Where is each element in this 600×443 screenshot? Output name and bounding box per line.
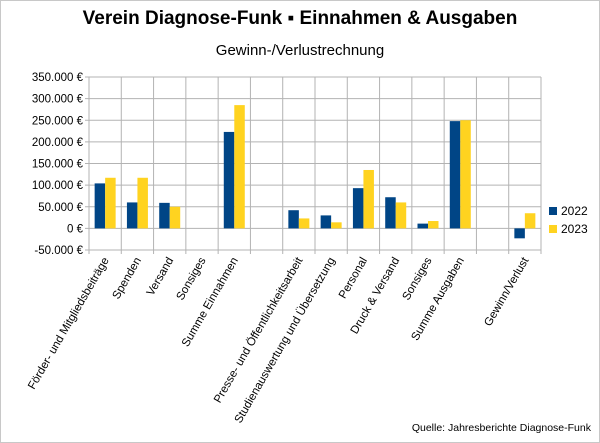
y-axis-labels: -50.000 € 0 € 50.000 € 100.000 € 150.000 € 20… (32, 72, 84, 257)
chart-subtitle: Gewinn-/Verlustrechnung (215, 42, 385, 59)
y-tick-label: 150.000 € (32, 159, 84, 171)
x-tick-label: Personal (337, 256, 370, 301)
bar-2023-4 (234, 105, 245, 229)
bar-2023-10 (428, 221, 439, 229)
bar-2022-9 (385, 197, 396, 229)
bar-2022-13 (514, 228, 525, 239)
legend-swatch-2022 (549, 207, 557, 215)
x-tick-label: Förder- und Mitgliedsbeiträge (26, 256, 112, 392)
x-tick-label: Versand (145, 256, 176, 299)
bar-2023-6 (298, 218, 310, 229)
bar-2022-11 (449, 121, 461, 229)
bar-2023-8 (363, 169, 374, 229)
bar-2023-7 (331, 222, 342, 229)
bar-2022-1 (126, 202, 138, 229)
bar-2022-0 (94, 183, 106, 229)
grid-lines (85, 76, 542, 254)
bar-2022-8 (352, 188, 364, 229)
y-tick-label: 100.000 € (32, 180, 84, 192)
chart-title: Verein Diagnose-Funk ▪ Einnahmen & Ausga… (82, 8, 518, 29)
bar-2022-2 (159, 202, 170, 229)
bar-2022-7 (320, 215, 332, 229)
bar-2023-9 (395, 202, 407, 229)
bar-2023-0 (105, 177, 116, 229)
legend: 2022 2023 (549, 204, 588, 236)
y-tick-label: 0 € (67, 223, 84, 235)
y-tick-label: 350.000 € (32, 72, 84, 84)
y-tick-label: 200.000 € (32, 137, 84, 149)
bar-2023-11 (460, 120, 471, 229)
legend-swatch-2023 (549, 225, 557, 233)
legend-label: 2022 (561, 204, 588, 218)
source-note: Quelle: Jahresberichte Diagnose-Funk (411, 422, 591, 434)
y-tick-label: 250.000 € (32, 115, 84, 127)
bars (94, 105, 536, 239)
y-tick-label: -50.000 € (34, 245, 83, 257)
y-tick-label: 300.000 € (32, 94, 84, 106)
bar-2022-4 (223, 131, 235, 229)
x-tick-label: Gewinn/Verlust (482, 255, 531, 329)
x-tick-label: Sonsiges (401, 255, 435, 302)
bar-2023-13 (524, 213, 536, 229)
legend-label: 2023 (561, 222, 588, 236)
bar-2023-2 (169, 206, 181, 229)
bar-2022-6 (288, 210, 299, 229)
y-tick-label: 50.000 € (38, 202, 83, 214)
bar-2023-1 (137, 177, 148, 229)
x-tick-label: Spenden (111, 256, 144, 302)
x-tick-label: Sonsiges (175, 255, 209, 302)
bar-2022-10 (417, 223, 428, 229)
